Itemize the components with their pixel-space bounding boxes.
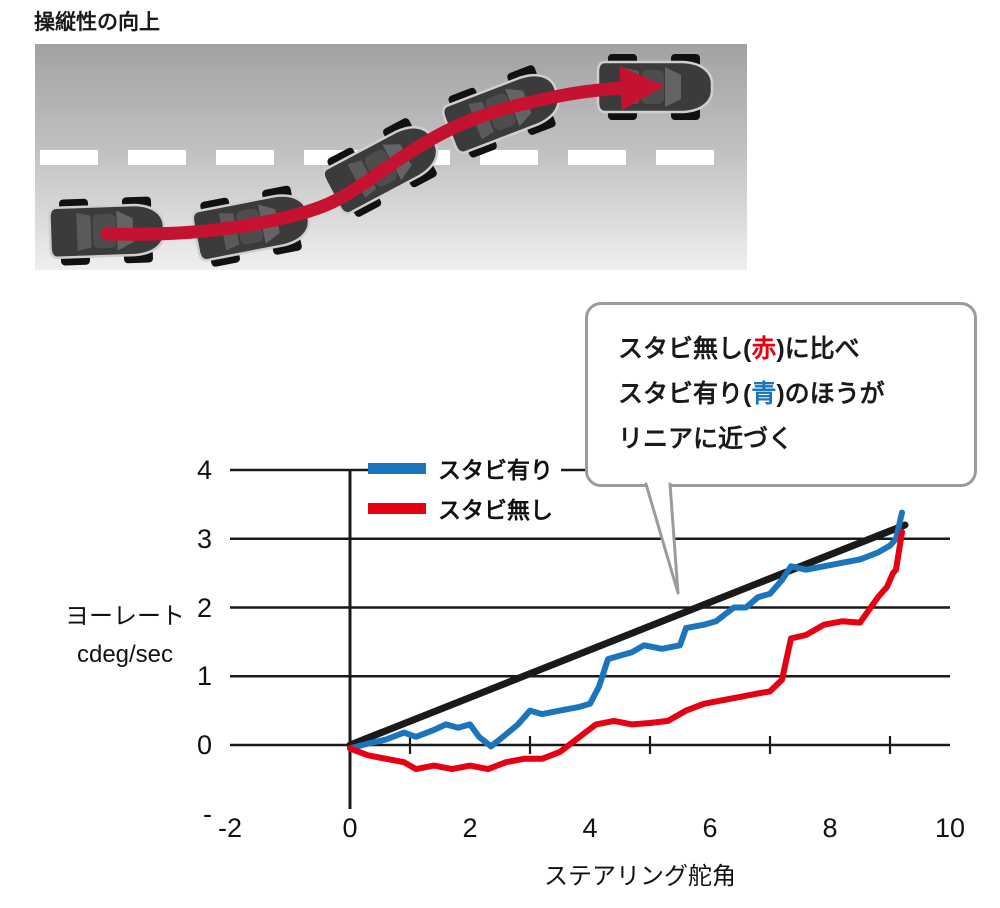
series-without-stabilizer	[347, 528, 905, 773]
callout-line: スタビ無し(赤)に比べ	[618, 335, 860, 363]
legend-item-without-stabilizer: スタビ無し	[368, 492, 561, 524]
cars-and-path-svg	[47, 52, 714, 270]
x-tick-label: 0	[342, 813, 358, 843]
legend-swatch-blue	[368, 462, 426, 474]
legend: スタビ有り スタビ無し	[368, 452, 561, 532]
chart-svg	[230, 468, 950, 809]
y-tick-label: 1	[196, 661, 212, 692]
page-title: 操縦性の向上	[34, 11, 160, 34]
legend-label: スタビ無し	[438, 497, 553, 523]
legend-label: スタビ有り	[438, 457, 553, 483]
callout-bubble: スタビ無し(赤)に比べ スタビ有り(青)のほうが リニアに近づく	[585, 302, 977, 487]
legend-item-with-stabilizer: スタビ有り	[368, 452, 561, 484]
x-tick-label: 2	[462, 813, 478, 843]
trajectory-arrow	[100, 66, 665, 241]
x-tick-label: 6	[702, 813, 718, 843]
x-tick-label: 8	[822, 813, 838, 843]
y-axis-title-line: ヨーレート	[65, 603, 185, 630]
y-tick-label: 3	[196, 523, 212, 554]
x-tick-label: 4	[582, 813, 598, 843]
series-linear-reference	[346, 521, 909, 749]
x-axis-title: ステアリング舵角	[544, 863, 736, 890]
series-with-stabilizer	[347, 509, 905, 752]
y-tick-label: 4	[196, 455, 212, 485]
legend-swatch-red	[368, 502, 426, 514]
y-tick-label: 2	[196, 592, 212, 623]
y-axis-title: ヨーレート cdeg/sec	[55, 598, 195, 674]
y-axis-title-line: cdeg/sec	[76, 641, 174, 668]
y-tick-label: 0	[196, 730, 212, 760]
callout-tail	[644, 482, 680, 595]
blue-emphasis: 青	[751, 380, 777, 408]
x-tick-label: 10	[934, 813, 966, 843]
road-illustration	[35, 44, 747, 270]
callout-line: スタビ有り(青)のほうが	[618, 380, 885, 408]
red-emphasis: 赤	[751, 335, 777, 363]
callout-line: リニアに近づく	[618, 425, 794, 453]
y-tick-label: -	[203, 798, 212, 829]
x-tick-label: -2	[217, 813, 242, 843]
